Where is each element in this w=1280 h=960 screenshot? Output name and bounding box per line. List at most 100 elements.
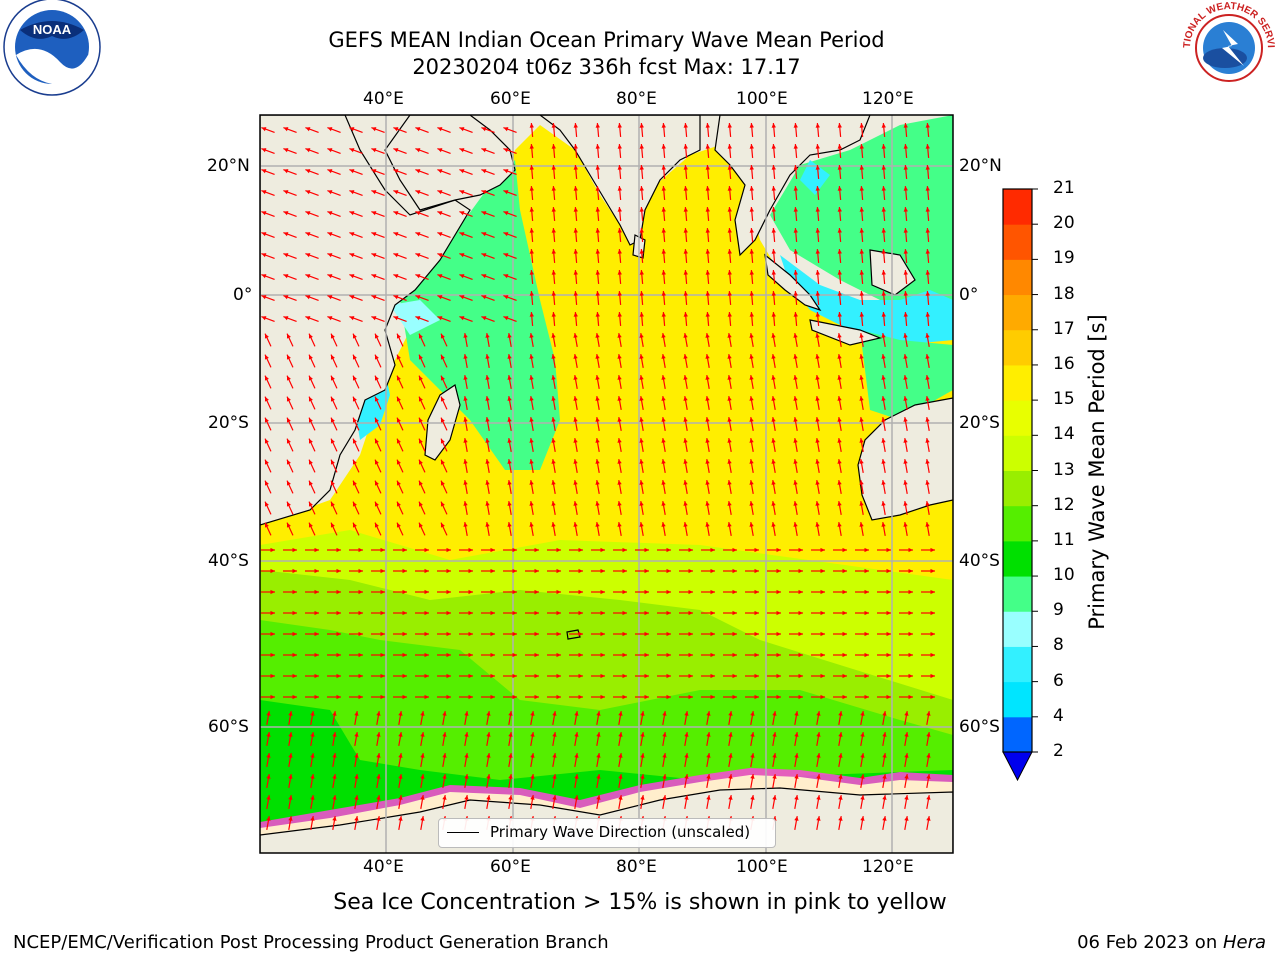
wave-arrow-head: [727, 501, 732, 506]
wave-arrow-head: [283, 169, 289, 174]
wave-arrow-head: [881, 522, 886, 527]
wave-arrow-head: [551, 144, 556, 149]
wave-arrow-head: [771, 228, 776, 233]
wave-arrow-head: [529, 291, 534, 296]
wave-arrow-head: [771, 270, 776, 275]
wave-arrow-head: [727, 207, 732, 212]
wave-arrow-head: [776, 631, 781, 637]
wave-arrow-head: [349, 169, 355, 174]
wave-arrow-head: [374, 480, 379, 486]
wave-arrow-head: [886, 694, 891, 700]
wave-arrow-head: [732, 610, 737, 616]
wave-arrow-head: [728, 753, 733, 758]
wave-arrow-head: [859, 249, 864, 254]
wave-arrow-head: [925, 396, 930, 401]
wave-arrow-head: [529, 165, 534, 170]
wave-arrow-head: [903, 480, 908, 485]
wave-arrow-head: [556, 673, 561, 679]
wave-arrow-head: [308, 522, 313, 528]
wave-arrow-head: [842, 694, 847, 700]
wave-arrow-head: [573, 123, 578, 128]
wave-arrow-head: [261, 127, 267, 132]
colorbar-tick-label: 6: [1053, 670, 1064, 691]
wave-arrow-head: [508, 732, 513, 737]
wave-arrow-head: [749, 291, 754, 296]
wave-arrow-head: [749, 522, 754, 527]
wave-arrow-head: [859, 291, 864, 296]
wave-arrow-head: [859, 459, 864, 464]
wave-arrow-head: [573, 438, 578, 443]
wave-arrow-head: [551, 291, 556, 296]
wave-arrow-head: [437, 169, 443, 174]
top-lon-label-80e: 80°E: [616, 89, 657, 109]
wave-arrow-head: [864, 694, 869, 700]
left-lat-label-40s: 40°S: [208, 551, 249, 571]
wave-arrow-head: [771, 396, 776, 401]
wave-arrow-head: [349, 253, 355, 258]
wave-arrow-head: [415, 127, 421, 132]
wave-arrow-head: [815, 375, 820, 380]
wave-arrow-head: [772, 711, 777, 716]
wave-arrow-head: [706, 795, 711, 800]
wave-arrow-head: [336, 673, 341, 679]
wave-arrow-head: [446, 631, 451, 637]
top-lon-label-40e: 40°E: [363, 89, 404, 109]
wave-arrow-head: [371, 127, 377, 132]
wave-arrow-head: [440, 375, 445, 381]
colorbar-tick-label: 14: [1053, 424, 1075, 445]
wave-arrow-head: [864, 652, 869, 658]
wave-arrow-head: [644, 694, 649, 700]
map-title-line2: 20230204 t06z 336h fcst Max: 17.17: [412, 55, 801, 79]
wave-arrow-head: [310, 753, 315, 758]
wave-arrow-head: [925, 186, 930, 191]
wave-arrow-head: [534, 652, 539, 658]
wave-arrow-head: [393, 232, 399, 237]
map-title-line1: GEFS MEAN Indian Ocean Primary Wave Mean…: [328, 28, 885, 52]
left-lat-label-60s: 60°S: [208, 717, 249, 737]
wave-arrow-head: [512, 652, 517, 658]
wave-arrow-head: [661, 438, 666, 443]
wave-arrow-head: [661, 459, 666, 464]
wave-arrow-head: [308, 396, 313, 402]
wave-arrow-head: [573, 354, 578, 359]
wave-arrow-head: [270, 694, 275, 700]
wave-arrow-head: [552, 795, 557, 800]
footer-branch: NCEP/EMC/Verification Post Processing Pr…: [13, 932, 609, 953]
wave-arrow-head: [903, 186, 908, 191]
wave-arrow-head: [327, 148, 333, 153]
wave-arrow-head: [529, 396, 534, 401]
wave-arrow-head: [286, 354, 291, 360]
wave-arrow-head: [402, 652, 407, 658]
wave-arrow-head: [683, 291, 688, 296]
wave-arrow-head: [639, 165, 644, 170]
wave-arrow-head: [481, 211, 487, 216]
wave-arrow-head: [402, 568, 407, 574]
wave-arrow-head: [481, 127, 487, 132]
wave-arrow-head: [485, 354, 490, 359]
wave-arrow-head: [261, 253, 267, 258]
wave-arrow-head: [881, 396, 886, 401]
wave-arrow-head: [842, 547, 847, 553]
wave-arrow-head: [837, 228, 842, 233]
wave-arrow-head: [661, 333, 666, 338]
wave-arrow-head: [816, 774, 821, 779]
wave-arrow-head: [418, 459, 423, 465]
wave-arrow-head: [705, 333, 710, 338]
wave-arrow-head: [728, 732, 733, 737]
wave-arrow-head: [908, 589, 913, 595]
colorbar-tick-label: 15: [1053, 389, 1075, 410]
wave-arrow-head: [710, 568, 715, 574]
wave-arrow-head: [771, 417, 776, 422]
wave-arrow-head: [292, 673, 297, 679]
legend-text: Primary Wave Direction (unscaled): [490, 823, 751, 841]
wave-arrow-head: [617, 459, 622, 464]
wave-arrow-head: [771, 480, 776, 485]
wave-arrow-head: [310, 774, 315, 779]
wave-arrow-head: [749, 375, 754, 380]
colorbar-band: [1003, 646, 1032, 683]
wave-arrow-head: [507, 354, 512, 359]
wave-arrow-head: [286, 396, 291, 402]
wave-arrow-head: [402, 547, 407, 553]
wave-arrow-head: [330, 522, 335, 528]
wave-arrow-head: [512, 694, 517, 700]
